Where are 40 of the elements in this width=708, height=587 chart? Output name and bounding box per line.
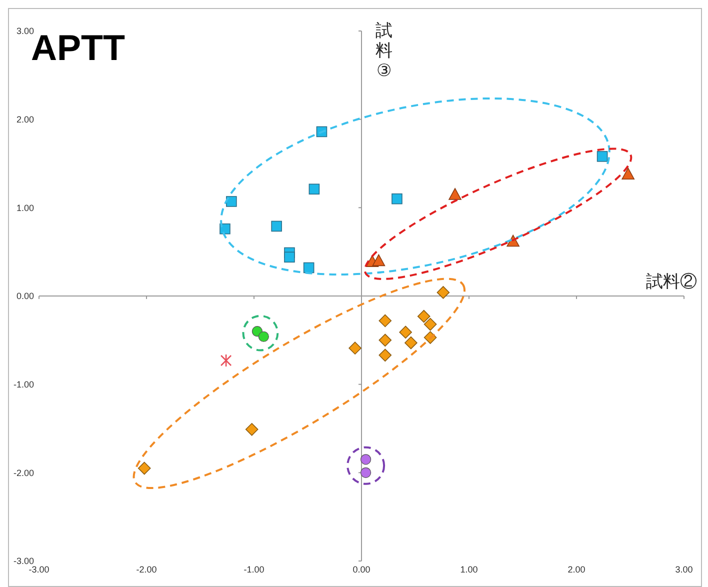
y-tick-label: 1.00 [16, 202, 34, 213]
point [596, 151, 608, 162]
point [220, 354, 232, 368]
point [138, 462, 151, 475]
y-tick-label: 2.00 [16, 114, 34, 125]
point [372, 254, 386, 266]
point [622, 168, 634, 180]
point [303, 262, 314, 274]
point [360, 454, 372, 465]
y-tick-label: -2.00 [13, 468, 34, 478]
point [284, 252, 295, 263]
point [404, 336, 418, 350]
x-tick-label: 2.00 [568, 564, 586, 574]
point [448, 188, 462, 200]
point [392, 193, 402, 204]
point [378, 334, 392, 347]
point [271, 220, 282, 232]
y-tick-label: 3.00 [16, 26, 34, 36]
y-axis-title: 試料③ [376, 21, 392, 81]
x-tick-label: -3.00 [28, 564, 50, 574]
x-tick-label: 3.00 [675, 564, 693, 574]
point [245, 422, 258, 436]
point [308, 184, 320, 195]
point [226, 196, 237, 207]
point [360, 467, 372, 478]
point [424, 318, 437, 331]
x-tick-label: -2.00 [136, 564, 157, 574]
point [417, 310, 430, 323]
point [378, 314, 392, 328]
point [399, 326, 412, 339]
point [378, 348, 392, 362]
y-tick-label: 0.00 [16, 291, 34, 302]
x-tick-label: -1.00 [244, 564, 264, 574]
point [436, 286, 450, 299]
point [348, 342, 362, 355]
x-tick-label: 1.00 [460, 564, 478, 574]
y-tick-label: -3.00 [13, 556, 34, 566]
y-tick-label: -1.00 [13, 380, 34, 390]
x-tick-label: 0.00 [352, 564, 370, 574]
x-axis-title: 試料② [646, 271, 697, 293]
